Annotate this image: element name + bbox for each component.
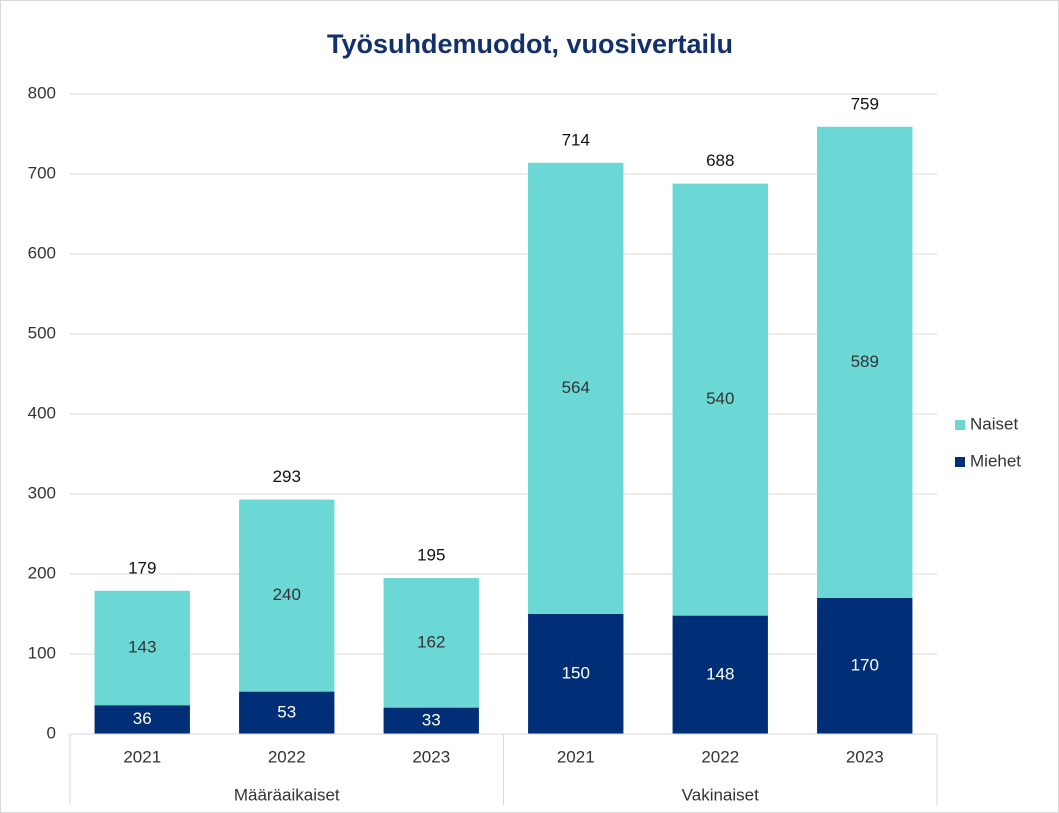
total-label: 688 [706,151,734,170]
x-tick-label: 2023 [412,747,450,766]
group-label: Määräaikaiset [234,785,340,804]
bar-segment [94,590,190,706]
bar-segment [817,126,913,599]
bar-segment [383,578,479,708]
x-tick-label: 2021 [557,747,595,766]
bar-segment [672,615,768,734]
data-label: 148 [706,664,734,683]
bar-segment [528,614,624,734]
data-label: 589 [851,352,879,371]
bar-segment [817,598,913,734]
y-tick-label: 300 [28,483,56,502]
legend-label: Miehet [970,451,1021,470]
y-tick-label: 0 [47,723,56,742]
total-label: 195 [417,545,445,564]
y-tick-label: 100 [28,643,56,662]
y-tick-label: 500 [28,323,56,342]
data-label: 564 [562,378,590,397]
data-label: 36 [133,709,152,728]
y-tick-label: 600 [28,243,56,262]
bar-segment [672,183,768,616]
bar-segment [383,707,479,734]
data-label: 143 [128,637,156,656]
y-tick-label: 400 [28,403,56,422]
x-tick-label: 2022 [268,747,306,766]
x-tick-label: 2021 [123,747,161,766]
bar-segment [528,162,624,615]
data-label: 53 [277,702,296,721]
y-tick-label: 700 [28,163,56,182]
total-label: 293 [273,467,301,486]
data-label: 33 [422,710,441,729]
legend-swatch [955,457,965,467]
chart-title: Työsuhdemuodot, vuosivertailu [327,29,733,59]
group-label: Vakinaiset [682,785,759,804]
legend-swatch [955,420,965,430]
bar-segment [239,499,335,692]
total-label: 714 [562,130,590,149]
data-label: 150 [562,663,590,682]
y-tick-label: 200 [28,563,56,582]
bar-segment [94,705,190,734]
legend-label: Naiset [970,414,1018,433]
total-label: 759 [851,94,879,113]
y-tick-label: 800 [28,83,56,102]
data-label: 540 [706,389,734,408]
bar-segment [239,691,335,734]
data-label: 162 [417,632,445,651]
total-label: 179 [128,558,156,577]
data-label: 170 [851,655,879,674]
x-tick-label: 2023 [846,747,884,766]
data-label: 240 [273,585,301,604]
x-tick-label: 2022 [701,747,739,766]
